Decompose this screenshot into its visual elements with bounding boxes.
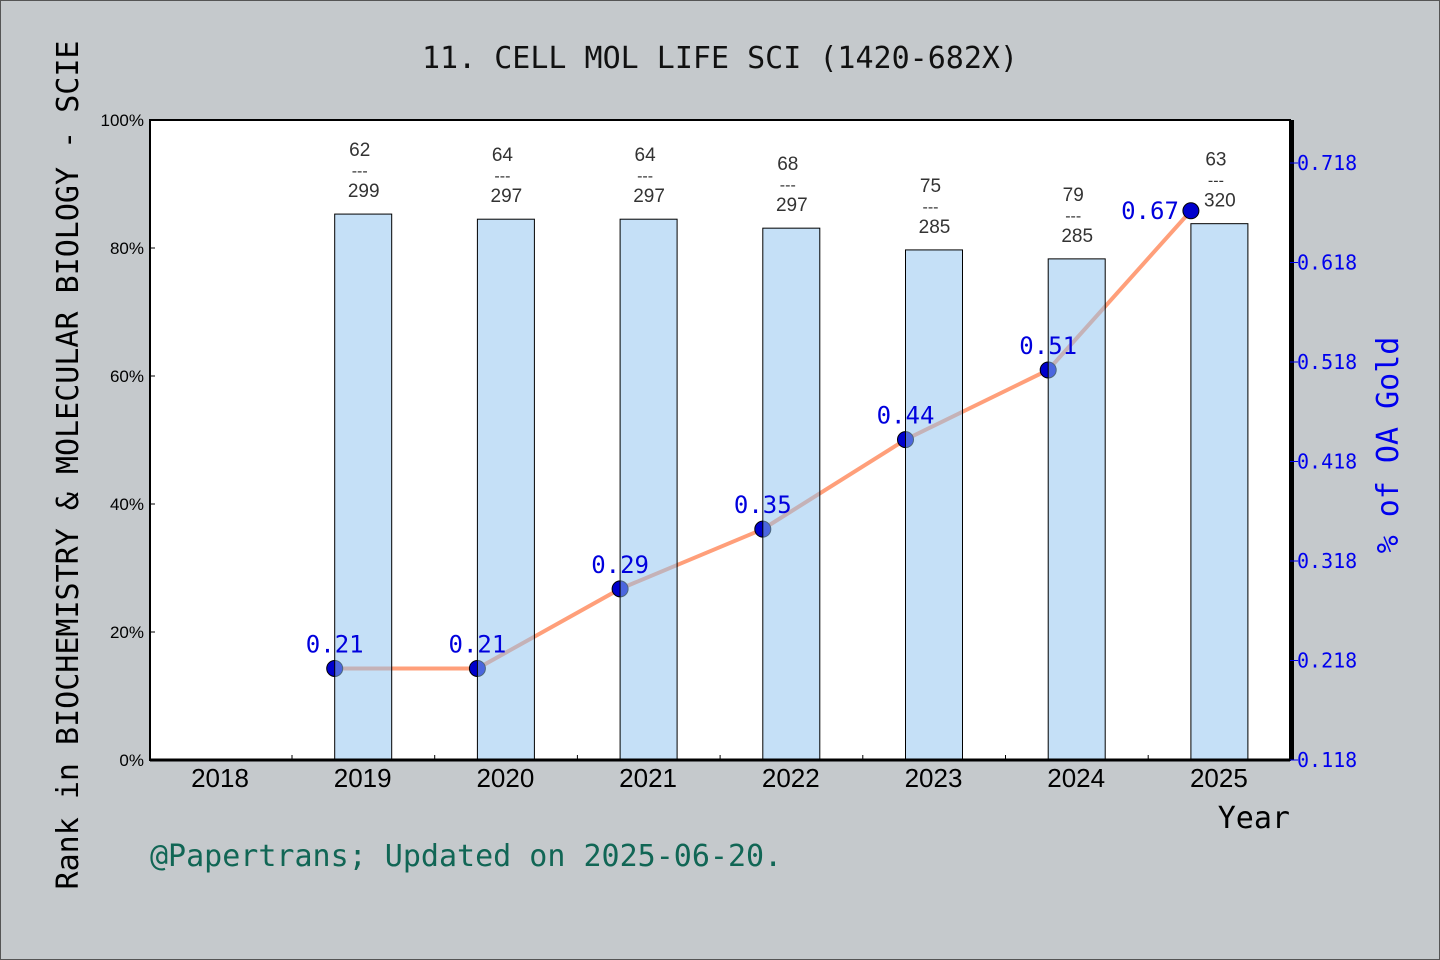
left-tick-label: 100% (101, 111, 144, 130)
bar-label-sep: --- (1065, 208, 1081, 225)
bar-label-rank: 62 (349, 140, 370, 161)
bar-label-sep: --- (1208, 173, 1224, 190)
bar-label-rank: 68 (777, 154, 798, 175)
bar-label-sep: --- (494, 168, 510, 185)
rank-bar (334, 213, 393, 761)
rank-bar (905, 249, 963, 761)
left-tick-label: 40% (110, 495, 144, 514)
right-tick-label: 0.318 (1297, 549, 1357, 573)
bar-label-sep: --- (923, 199, 939, 216)
rank-bar (619, 218, 678, 761)
rank-bar (1190, 223, 1249, 761)
oa-gold-label: 0.51 (1019, 332, 1077, 360)
oa-gold-point (1182, 202, 1200, 220)
x-tick-label: 2024 (1047, 763, 1105, 793)
oa-gold-label: 0.21 (306, 630, 364, 658)
x-tick-label: 2020 (476, 763, 534, 793)
left-tick-label: 80% (110, 239, 144, 258)
x-tick-label: 2019 (334, 763, 392, 793)
x-axis-label: Year (1218, 801, 1290, 836)
right-tick-label: 0.518 (1297, 350, 1357, 374)
oa-gold-label: 0.29 (591, 551, 649, 579)
x-tick-label: 2021 (619, 763, 677, 793)
right-tick-label: 0.218 (1297, 649, 1357, 673)
plot-area (150, 120, 1290, 760)
footer-credit: @Papertrans; Updated on 2025-06-20. (150, 839, 782, 874)
bar-label-sep: --- (352, 163, 368, 180)
right-tick-label: 0.418 (1297, 450, 1357, 474)
bar-label-rank: 64 (492, 145, 514, 166)
left-tick-label: 20% (110, 623, 144, 642)
right-tick-label: 0.718 (1297, 151, 1357, 175)
bar-label-rank: 64 (635, 145, 657, 166)
bar-label-rank: 79 (1063, 185, 1084, 206)
x-tick-label: 2023 (905, 763, 963, 793)
bar-label-total: 285 (919, 217, 951, 238)
bar-label-total: 297 (491, 186, 523, 207)
bar-label-total: 320 (1204, 191, 1236, 212)
left-tick-label: 60% (110, 367, 144, 386)
bar-label-total: 299 (348, 181, 380, 202)
left-axis-label: Rank in BIOCHEMISTRY & MOLECULAR BIOLOGY… (51, 41, 86, 890)
oa-gold-label: 0.67 (1121, 197, 1179, 225)
rank-bar (476, 218, 535, 761)
bar-label-sep: --- (780, 177, 796, 194)
bar-label-total: 285 (1061, 226, 1093, 247)
chart-title: 11. CELL MOL LIFE SCI (1420-682X) (422, 41, 1018, 76)
bar-label-total: 297 (776, 195, 808, 216)
right-tick-label: 0.618 (1297, 251, 1357, 275)
bar-label-rank: 75 (920, 176, 941, 197)
x-tick-label: 2018 (191, 763, 249, 793)
oa-gold-label: 0.35 (734, 491, 792, 519)
bar-label-rank: 63 (1205, 150, 1226, 171)
bar-label-sep: --- (637, 168, 653, 185)
right-axis-label: % of OA Gold (1371, 337, 1406, 554)
oa-gold-label: 0.21 (449, 630, 507, 658)
right-tick-label: 0.118 (1297, 748, 1357, 772)
left-tick-label: 0% (119, 751, 144, 770)
x-tick-label: 2022 (762, 763, 820, 793)
bar-label-total: 297 (633, 186, 665, 207)
oa-gold-label: 0.44 (877, 402, 935, 430)
x-tick-label: 2025 (1190, 763, 1248, 793)
